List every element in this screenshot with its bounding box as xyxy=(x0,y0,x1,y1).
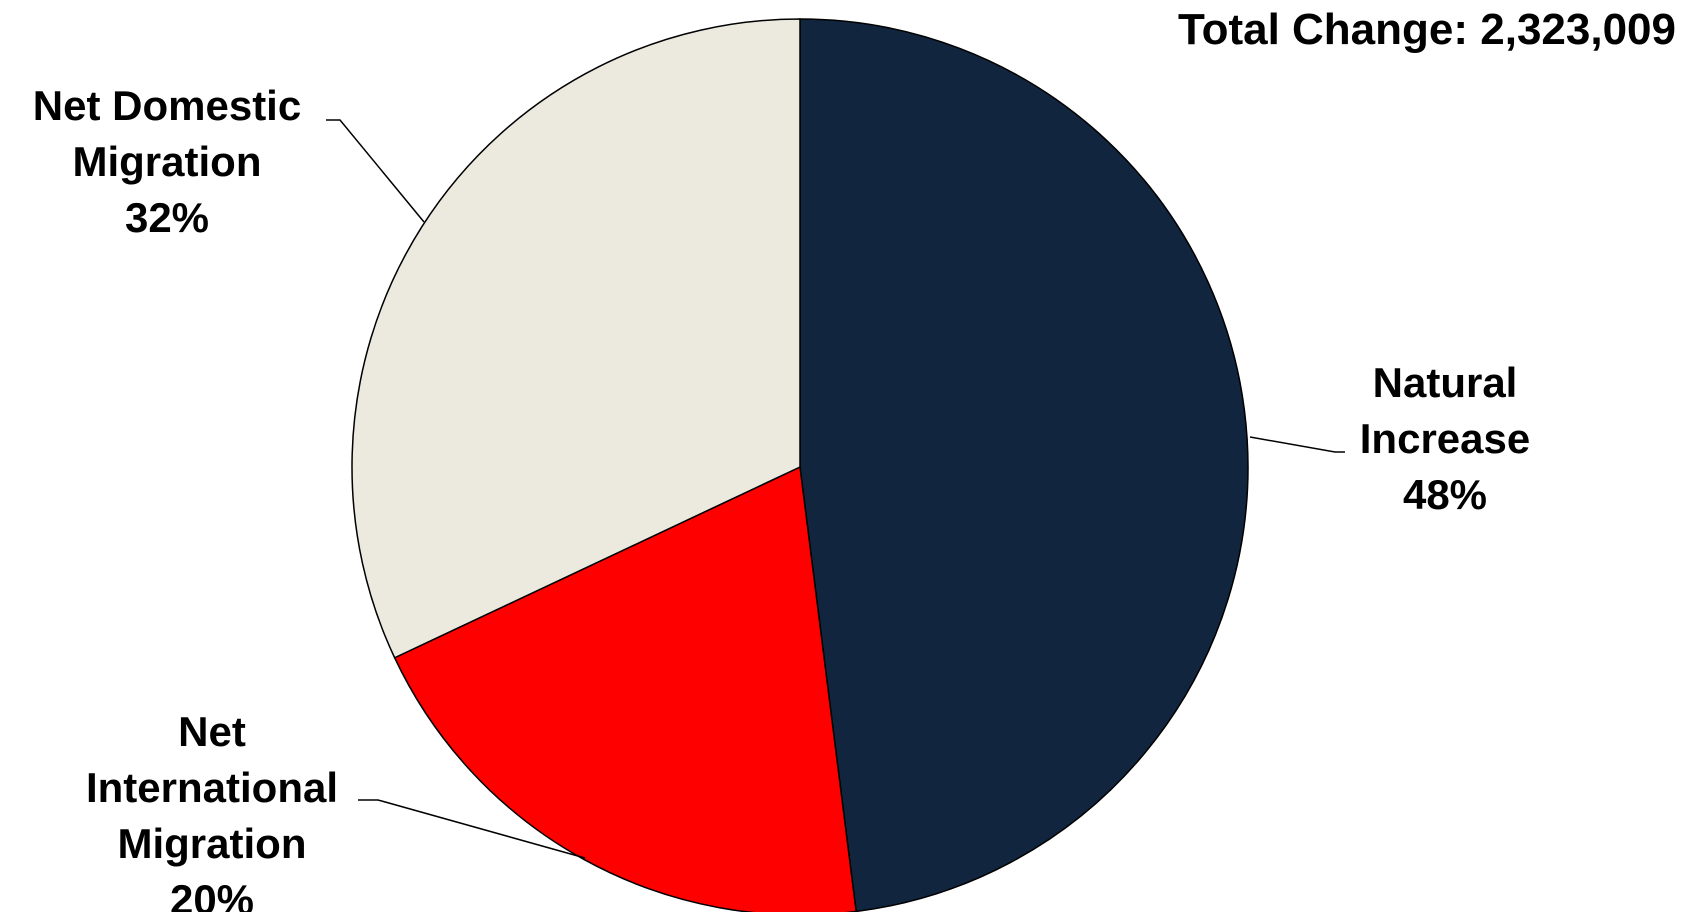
total-change-label: Total Change: 2,323,009 xyxy=(1178,5,1676,54)
leader-line-3 xyxy=(326,119,425,223)
leader-line-1 xyxy=(1249,436,1345,453)
slice-label-2: Net International Migration 20% xyxy=(86,708,338,912)
slice-label-1: Natural Increase 48% xyxy=(1360,359,1530,518)
slice-name-line: Net Domestic xyxy=(33,82,301,129)
slice-label-3: Net Domestic Migration 32% xyxy=(33,82,301,241)
leader-lines xyxy=(326,119,1345,859)
pie-slices xyxy=(351,18,1249,916)
slice-name-line: Net xyxy=(178,708,246,755)
slice-labels: Natural Increase 48% Net International Migrat… xyxy=(33,82,1530,917)
slice-percent: 32% xyxy=(125,194,209,241)
slice-name-line: Increase xyxy=(1360,415,1530,462)
slice-percent: 48% xyxy=(1403,471,1487,518)
pie-slice-1 xyxy=(799,18,1249,913)
pie-slice-3 xyxy=(351,18,801,659)
slice-name-line: International xyxy=(86,764,338,811)
slice-percent: 20% xyxy=(170,876,254,912)
slice-name-line: Migration xyxy=(118,820,307,867)
slice-name-line: Migration xyxy=(73,138,262,185)
leader-line-2 xyxy=(358,799,586,859)
slice-name-line: Natural xyxy=(1373,359,1518,406)
